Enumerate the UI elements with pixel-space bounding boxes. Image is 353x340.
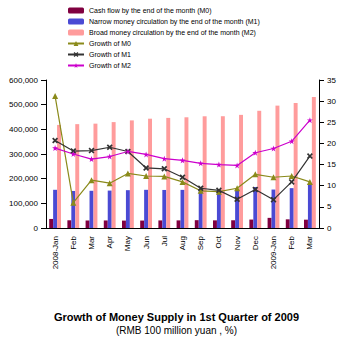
svg-text:Apr: Apr — [105, 236, 114, 249]
svg-text:May: May — [123, 236, 132, 251]
svg-text:2009-Jan: 2009-Jan — [269, 236, 278, 269]
svg-text:Cash flow by the end of the mo: Cash flow by the end of the month (M0) — [89, 7, 212, 15]
svg-text:Nov: Nov — [233, 236, 242, 250]
svg-text:100,000: 100,000 — [9, 199, 38, 208]
svg-text:500,000: 500,000 — [9, 100, 38, 109]
svg-text:15: 15 — [327, 160, 336, 169]
svg-text:Growth of M2: Growth of M2 — [89, 62, 131, 69]
svg-text:0: 0 — [327, 224, 332, 233]
svg-text:Mar: Mar — [305, 236, 314, 250]
svg-text:Dec: Dec — [251, 236, 260, 250]
svg-text:Narrow money circulation by th: Narrow money circulation by the end of t… — [89, 18, 260, 26]
svg-text:Growth of Money Supply in 1st: Growth of Money Supply in 1st Quarter of… — [54, 311, 299, 323]
svg-text:400,000: 400,000 — [9, 125, 38, 134]
svg-text:Broad money circulation by the: Broad money circulation by the end of th… — [89, 29, 256, 37]
svg-text:Growth of M0: Growth of M0 — [89, 40, 131, 47]
svg-text:Feb: Feb — [287, 235, 296, 249]
svg-text:600,000: 600,000 — [9, 76, 38, 85]
svg-text:200,000: 200,000 — [9, 174, 38, 183]
svg-text:20: 20 — [327, 139, 336, 148]
svg-text:Jul: Jul — [160, 236, 169, 246]
svg-text:0: 0 — [34, 224, 39, 233]
svg-text:Oct: Oct — [214, 235, 223, 248]
svg-text:Jun: Jun — [142, 236, 151, 249]
svg-text:5: 5 — [327, 202, 332, 211]
svg-text:(RMB 100 million yuan , %): (RMB 100 million yuan , %) — [116, 325, 237, 336]
svg-text:Sep: Sep — [196, 235, 205, 250]
svg-text:Mar: Mar — [87, 236, 96, 250]
svg-text:Feb: Feb — [69, 235, 78, 249]
svg-text:2008-Jan: 2008-Jan — [51, 236, 60, 269]
svg-text:300,000: 300,000 — [9, 150, 38, 159]
svg-text:25: 25 — [327, 118, 336, 127]
svg-text:35: 35 — [327, 76, 336, 85]
svg-text:10: 10 — [327, 181, 336, 190]
svg-text:Growth of M1: Growth of M1 — [89, 51, 131, 58]
svg-text:Aug: Aug — [178, 236, 187, 250]
svg-text:30: 30 — [327, 97, 336, 106]
